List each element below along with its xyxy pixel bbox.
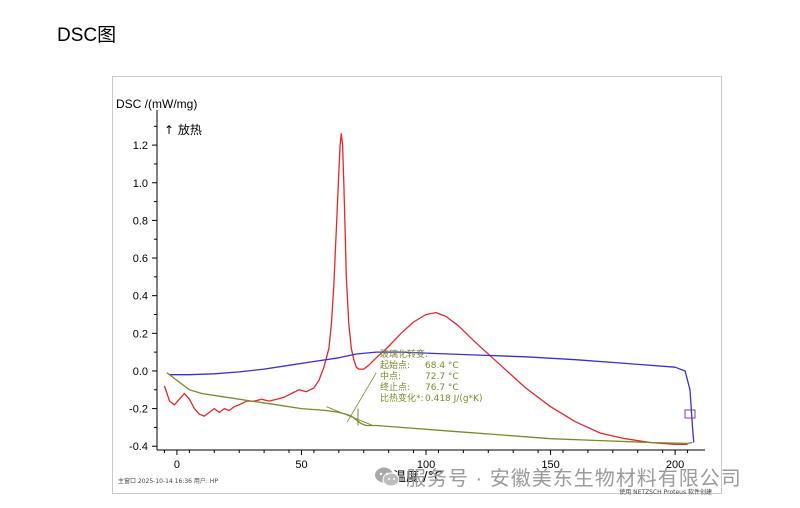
y-tick-label: 1.2 [133, 140, 148, 152]
annotation-title: 玻璃化转变: [380, 348, 428, 360]
series-line-0 [163, 133, 688, 446]
figure-frame [112, 76, 722, 494]
x-tick-label: 0 [174, 459, 180, 471]
y-tick-label: 0.0 [133, 366, 148, 378]
y-tick-label: 0.6 [133, 253, 148, 265]
ticks-layer [152, 110, 705, 455]
exo-direction-label: ↑ 放热 [164, 122, 202, 137]
y-tick-label: 0.4 [133, 291, 148, 303]
series-line-1 [169, 351, 695, 443]
watermark-text: 服务号 · 安徽美东生物材料有限公司 [406, 468, 742, 490]
watermark: 服务号 · 安徽美东生物材料有限公司 [374, 462, 742, 491]
x-tick-label: 100 [417, 459, 435, 471]
x-tick-label: 150 [541, 459, 559, 471]
wechat-icon [375, 467, 400, 486]
annotation-value: 76.7 °C [425, 383, 459, 393]
annotation-label: 起始点: [380, 359, 410, 371]
y-tick-label: -0.4 [129, 441, 148, 453]
text-layer: -0.4 -0.2 0.0 0.2 0.4 0.6 0.8 1.0 1.2 0 50 100 150 20… [116, 97, 712, 496]
y-axis-title: DSC /(mW/mg) [116, 97, 197, 111]
y-tick-label: 0.8 [133, 215, 148, 227]
y-tick-label: -0.2 [129, 404, 148, 416]
series-layer [163, 133, 696, 446]
x-tick-label: 200 [666, 459, 684, 471]
y-tick-label: 1.0 [133, 178, 148, 190]
x-tick-label: 50 [295, 459, 307, 471]
annotation-leader [346, 372, 377, 422]
annotation-value: 0.418 J/(g*K) [425, 394, 482, 404]
end-marker [684, 409, 696, 419]
annotation-label: 终止点: [380, 381, 410, 393]
annotation-value: 72.7 °C [425, 372, 459, 382]
footer-right-text: 使用 NETZSCH Proteus 软件创建 [619, 488, 712, 496]
footer-left-text: 主窗口 2025-10-14 16:36 用户: HP [118, 477, 218, 485]
y-tick-label: 0.2 [133, 328, 148, 340]
annotation-value: 68.4 °C [425, 361, 459, 371]
x-axis-title: 温度 /°C [393, 469, 443, 485]
tangent-line [326, 406, 374, 426]
page-heading: DSC图 [57, 25, 117, 46]
annotation-label: 比热变化*: [380, 392, 424, 404]
annotation-label: 中点: [380, 370, 401, 382]
